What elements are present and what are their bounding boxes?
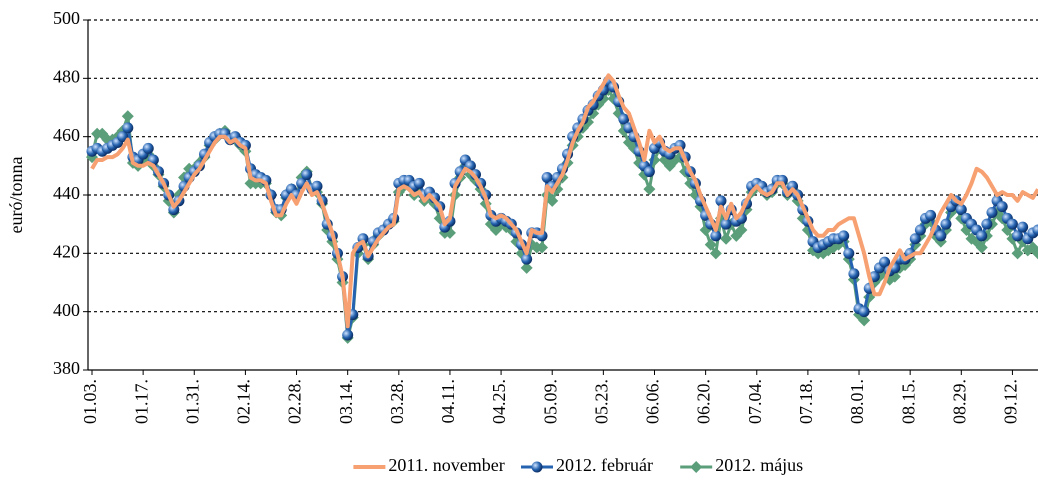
marker	[996, 201, 1008, 213]
x-tick-label: 04.25.	[489, 379, 509, 424]
y-tick-label: 400	[53, 300, 80, 320]
x-tick-label: 03.14.	[336, 379, 356, 424]
marker	[643, 183, 656, 196]
marker	[975, 241, 988, 254]
x-tick-label: 07.04.	[745, 379, 765, 424]
marker	[121, 110, 134, 123]
x-tick-label: 09.12.	[1001, 379, 1021, 424]
x-tick-label: 03.28.	[387, 379, 407, 424]
marker	[413, 177, 425, 189]
x-tick-label: 05.09.	[540, 379, 560, 424]
marker	[858, 314, 871, 327]
marker	[643, 166, 655, 178]
x-tick-label: 06.06.	[643, 379, 663, 424]
marker	[618, 113, 630, 125]
marker	[955, 204, 967, 216]
marker	[843, 247, 855, 259]
marker	[925, 209, 937, 221]
legend-label: 2012. május	[715, 455, 803, 475]
marker	[720, 218, 732, 230]
marker	[311, 180, 323, 192]
x-tick-label: 08.29.	[949, 379, 969, 424]
series-line	[90, 73, 1038, 329]
x-tick-label: 02.28.	[285, 379, 305, 424]
marker	[1032, 224, 1038, 236]
marker	[541, 172, 553, 183]
marker	[1032, 247, 1038, 260]
marker	[142, 142, 154, 154]
marker	[858, 306, 870, 318]
marker	[838, 230, 850, 242]
marker	[301, 169, 313, 181]
series-line	[90, 88, 1038, 340]
x-tick-label: 07.18.	[796, 379, 816, 424]
marker	[521, 253, 533, 265]
x-tick-label: 01.17.	[131, 379, 151, 424]
legend-marker	[690, 461, 703, 473]
marker	[704, 238, 717, 251]
marker	[909, 233, 921, 245]
marker	[935, 230, 947, 242]
marker	[848, 268, 860, 280]
marker	[122, 122, 134, 134]
marker	[787, 180, 799, 192]
x-tick-label: 04.11.	[438, 379, 458, 423]
marker	[940, 218, 952, 230]
marker	[976, 230, 988, 242]
y-tick-label: 420	[53, 241, 80, 261]
y-axis-label: euró/tonna	[6, 157, 26, 234]
marker	[914, 224, 926, 236]
x-tick-label: 01.03.	[80, 379, 100, 424]
marker	[709, 247, 722, 260]
marker	[879, 256, 891, 268]
marker	[1012, 230, 1024, 242]
series-line	[91, 79, 1038, 337]
marker	[535, 241, 548, 254]
legend-marker	[531, 461, 543, 473]
y-tick-label: 500	[53, 8, 80, 28]
legend-label: 2012. február	[556, 455, 653, 475]
x-tick-label: 01.31.	[182, 379, 202, 424]
marker	[1006, 218, 1018, 230]
y-tick-label: 460	[53, 125, 80, 145]
x-tick-label: 08.01.	[847, 379, 867, 424]
y-tick-label: 380	[53, 358, 80, 378]
series	[86, 84, 1038, 344]
y-tick-label: 440	[53, 183, 80, 203]
x-tick-label: 05.23.	[591, 379, 611, 424]
x-tick-label: 06.20.	[694, 379, 714, 424]
legend-label: 2011. november	[388, 455, 504, 475]
marker	[715, 195, 727, 207]
marker	[520, 261, 533, 274]
marker	[546, 194, 559, 207]
marker	[117, 131, 129, 143]
x-tick-label: 02.14.	[234, 379, 254, 424]
marker	[342, 329, 354, 341]
series	[90, 73, 1038, 329]
y-tick-label: 480	[53, 66, 80, 86]
marker	[720, 232, 733, 245]
marker	[986, 207, 998, 218]
marker	[710, 230, 722, 242]
marker	[168, 204, 180, 216]
marker	[1017, 221, 1029, 233]
marker	[1011, 247, 1024, 260]
series	[86, 75, 1038, 341]
marker	[735, 224, 748, 236]
marker	[981, 218, 993, 230]
x-tick-label: 08.15.	[898, 379, 918, 424]
